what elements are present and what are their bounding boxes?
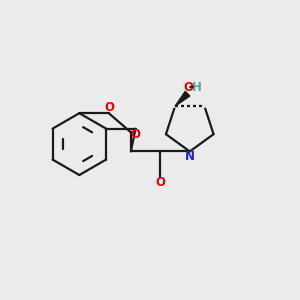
Text: O: O [155, 176, 165, 189]
Text: H: H [191, 81, 201, 94]
Text: O: O [183, 81, 193, 94]
Text: O: O [131, 128, 141, 141]
Text: N: N [185, 150, 195, 163]
Text: O: O [104, 101, 114, 114]
Polygon shape [175, 92, 190, 106]
